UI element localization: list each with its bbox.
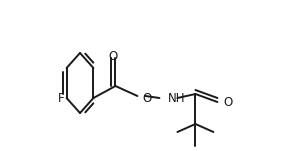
Text: O: O xyxy=(109,50,118,63)
Text: O: O xyxy=(223,95,233,109)
Text: NH: NH xyxy=(167,92,185,104)
Text: F: F xyxy=(58,92,65,104)
Text: O: O xyxy=(142,92,152,104)
